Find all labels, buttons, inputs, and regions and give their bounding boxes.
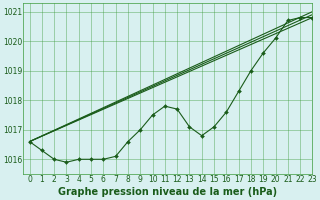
X-axis label: Graphe pression niveau de la mer (hPa): Graphe pression niveau de la mer (hPa) — [58, 187, 277, 197]
